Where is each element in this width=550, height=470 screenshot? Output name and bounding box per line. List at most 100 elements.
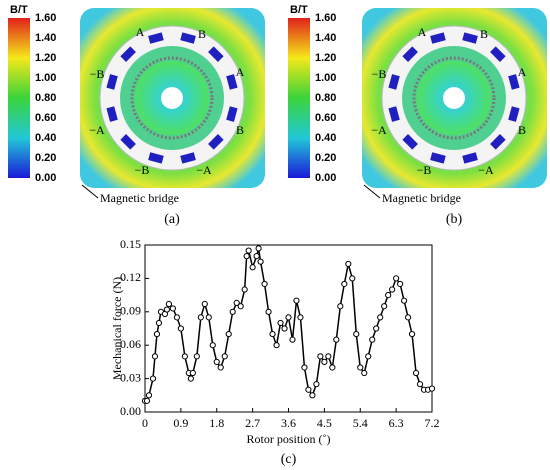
data-point <box>416 381 424 388</box>
annotation: Magnetic bridge <box>100 191 179 205</box>
y-tick-label: 0.06 <box>120 337 141 351</box>
data-point <box>361 369 368 377</box>
winding <box>462 152 478 164</box>
winding <box>208 134 224 150</box>
data-point <box>261 280 268 288</box>
data-point <box>404 314 412 321</box>
data-point <box>389 286 396 293</box>
chart: 0.00 0.03 0.06 0.09 0.12 0.15 0 0.9 1.8 2.7 3.6 4.5… <box>110 237 440 467</box>
data-point <box>201 300 208 308</box>
data-point <box>321 358 328 365</box>
data-point <box>245 247 252 254</box>
data-point <box>153 330 161 338</box>
x-tick-label: 0.9 <box>173 416 188 430</box>
panels: B/T 1.60 1.40 1.20 1.00 0.80 0.60 0.40 0.20 0.00 A… <box>8 4 547 227</box>
winding <box>106 106 118 122</box>
winding <box>402 134 418 150</box>
colorbar-tick-label: 1.60 <box>315 12 336 24</box>
data-point <box>145 392 153 399</box>
phase-label: B <box>198 27 206 41</box>
y-tick-label: 0.15 <box>120 237 141 251</box>
colorbar-tick-label: 0.20 <box>315 152 336 164</box>
data-point <box>187 375 194 382</box>
data-point <box>265 308 272 315</box>
phase-label: −B <box>372 67 387 81</box>
data-point <box>189 369 196 377</box>
colorbar-tick-label: 1.20 <box>315 52 336 64</box>
shaft <box>161 87 183 109</box>
winding <box>402 46 418 62</box>
y-axis-label: Mechanical force (N) <box>110 277 124 380</box>
y-tick-label: 0.00 <box>120 404 141 418</box>
data-point <box>281 325 288 332</box>
phase-label: A <box>518 65 527 79</box>
data-point <box>285 314 292 321</box>
data-point <box>337 303 344 310</box>
data-point <box>349 275 356 282</box>
colorbar-tick-label: 0.40 <box>35 132 56 144</box>
data-point <box>397 280 404 288</box>
winding <box>180 152 196 164</box>
phase-label: −B <box>135 163 150 177</box>
data-point <box>173 314 180 321</box>
phase-label: A <box>236 65 245 79</box>
data-point <box>197 314 204 321</box>
data-point <box>213 358 220 365</box>
colorbar-tick-label: 1.40 <box>35 32 56 44</box>
data-point <box>149 375 157 382</box>
winding <box>226 74 238 90</box>
data-point <box>249 264 256 271</box>
data-point <box>385 292 392 299</box>
colorbar-tick-label: 0.80 <box>35 92 56 104</box>
panel-label: (b) <box>446 212 463 227</box>
data-point <box>165 300 173 308</box>
data-point <box>408 330 416 338</box>
data-point <box>317 353 324 360</box>
data-point <box>345 260 352 268</box>
x-tick-label: 7.2 <box>425 416 440 430</box>
phase-label: A <box>136 25 145 39</box>
data-point <box>412 369 420 377</box>
phase-label: −A <box>89 123 105 137</box>
y-tick-label: 0.09 <box>120 304 141 318</box>
phase-label: B <box>480 27 488 41</box>
winding <box>388 106 400 122</box>
phase-label: −A <box>371 123 387 137</box>
data-point <box>193 353 200 360</box>
data-point <box>217 364 224 371</box>
x-tick-label: 2.7 <box>245 416 260 430</box>
colorbar-title: B/T <box>290 4 308 16</box>
data-point <box>229 308 236 315</box>
panel-label: (a) <box>164 212 180 227</box>
data-point <box>169 305 177 312</box>
shaft <box>443 87 465 109</box>
data-point <box>255 245 262 252</box>
phase-label: B <box>518 123 526 137</box>
winding <box>462 32 478 44</box>
x-tick-label: 0 <box>142 416 148 430</box>
data-point <box>297 314 304 321</box>
data-point <box>269 330 276 338</box>
colorbar-tick-label: 0.00 <box>315 172 336 184</box>
winding <box>180 32 196 44</box>
colorbar-tick-label: 0.00 <box>35 172 56 184</box>
data-point <box>309 392 316 399</box>
data-point <box>369 336 376 343</box>
data-point <box>428 385 436 392</box>
winding <box>120 134 136 150</box>
data-point <box>243 253 250 260</box>
data-point <box>221 353 228 360</box>
data-point <box>151 353 159 360</box>
data-point <box>393 275 400 282</box>
colorbar-tick-label: 1.20 <box>35 52 56 64</box>
colorbar <box>8 18 30 178</box>
data-point <box>293 297 300 304</box>
winding <box>208 46 224 62</box>
phase-label: B <box>236 123 244 137</box>
colorbar-tick-label: 0.80 <box>315 92 336 104</box>
data-point <box>253 253 260 260</box>
colorbar-tick-label: 1.40 <box>315 32 336 44</box>
colorbar-tick-label: 0.60 <box>315 112 336 124</box>
annotation-arrow <box>363 184 381 199</box>
